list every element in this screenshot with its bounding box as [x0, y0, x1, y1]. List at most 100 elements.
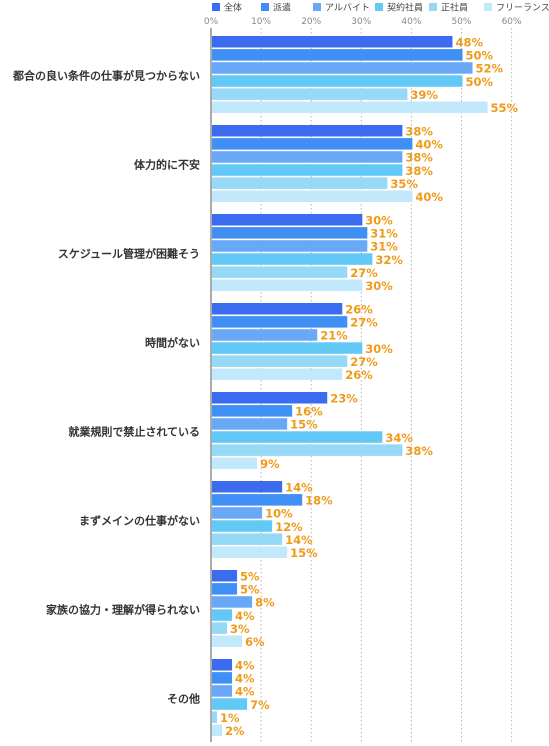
value-label-7-4: 1% [220, 711, 240, 725]
value-label-6-4: 3% [230, 622, 250, 636]
category-label-0: 都合の良い条件の仕事が見つからない [12, 68, 200, 82]
bar-3-3 [212, 342, 363, 354]
bar-4-4 [212, 444, 403, 456]
category-label-4: 就業規則で禁止されている [68, 424, 200, 438]
value-label-7-3: 7% [250, 698, 270, 712]
value-label-5-1: 18% [305, 494, 333, 508]
bar-2-1 [212, 227, 368, 239]
bar-1-4 [212, 177, 388, 189]
value-label-6-5: 6% [245, 635, 265, 649]
bar-3-1 [212, 316, 348, 328]
bar-6-3 [212, 609, 233, 621]
value-label-4-1: 16% [295, 405, 323, 419]
bar-5-1 [212, 494, 303, 506]
tick-label-5: 50% [451, 17, 471, 27]
bar-5-4 [212, 533, 283, 545]
legend-swatch-0 [212, 3, 220, 11]
bar-6-2 [212, 596, 253, 608]
legend-swatch-3 [375, 3, 383, 11]
tick-label-6: 60% [502, 17, 522, 27]
bar-0-2 [212, 62, 473, 74]
bar-1-2 [212, 151, 403, 163]
value-label-3-4: 27% [350, 355, 378, 369]
bar-0-5 [212, 101, 488, 113]
legend-label-2: アルバイト [325, 3, 370, 14]
value-label-2-3: 32% [375, 253, 403, 267]
bar-4-1 [212, 405, 293, 417]
legend-swatch-1 [261, 3, 269, 11]
legend-swatch-2 [313, 3, 321, 11]
bar-7-0 [212, 659, 233, 671]
category-label-1: 体力的に不安 [134, 157, 200, 171]
legend-label-4: 正社員 [441, 2, 468, 14]
value-label-6-2: 8% [255, 596, 275, 610]
value-label-4-2: 15% [290, 418, 318, 432]
bar-7-5 [212, 724, 223, 736]
value-label-5-2: 10% [265, 507, 293, 521]
bar-4-3 [212, 431, 383, 443]
bar-3-0 [212, 303, 343, 315]
legend-label-1: 派遣 [273, 2, 291, 14]
tick-label-4: 40% [401, 17, 421, 27]
bar-2-3 [212, 253, 373, 265]
value-label-6-3: 4% [235, 609, 255, 623]
bar-1-1 [212, 138, 413, 150]
bar-3-4 [212, 355, 348, 367]
bar-5-3 [212, 520, 273, 532]
value-label-3-5: 26% [345, 368, 373, 382]
tick-label-2: 20% [301, 17, 321, 27]
bar-2-2 [212, 240, 368, 252]
bar-7-1 [212, 672, 233, 684]
value-label-0-3: 50% [466, 75, 494, 89]
value-label-1-2: 38% [405, 151, 433, 165]
value-label-4-3: 34% [385, 431, 413, 445]
value-label-3-3: 30% [365, 342, 393, 356]
legend-label-0: 全体 [224, 2, 242, 14]
value-label-7-0: 4% [235, 659, 255, 673]
x-axis-ticks: 0% 10% 20% 30% 40% 50% 60% [204, 17, 522, 27]
legend-label-5: フリーランス [496, 3, 549, 14]
category-label-7: その他 [167, 691, 200, 705]
value-label-3-0: 26% [345, 303, 373, 317]
value-label-7-2: 4% [235, 685, 255, 699]
value-label-6-1: 5% [240, 583, 260, 597]
value-label-1-5: 40% [415, 190, 443, 204]
value-label-3-2: 21% [320, 329, 348, 343]
bar-7-3 [212, 698, 248, 710]
bar-2-5 [212, 279, 363, 291]
value-label-1-0: 38% [405, 125, 433, 139]
value-label-2-2: 31% [370, 240, 398, 254]
bar-6-0 [212, 570, 238, 582]
value-label-5-3: 12% [275, 520, 303, 534]
bar-6-1 [212, 583, 238, 595]
category-label-5: まずメインの仕事がない [79, 513, 200, 527]
category-label-3: 時間がない [145, 335, 200, 349]
bar-1-5 [212, 190, 413, 202]
bar-4-2 [212, 418, 288, 430]
bar-0-4 [212, 88, 408, 100]
bar-5-5 [212, 546, 288, 558]
tick-label-1: 10% [251, 17, 271, 27]
bar-1-0 [212, 125, 403, 137]
value-label-0-2: 52% [476, 62, 504, 76]
bar-4-5 [212, 457, 258, 469]
bars [212, 36, 488, 736]
bar-0-3 [212, 75, 463, 87]
value-label-2-1: 31% [370, 227, 398, 241]
bar-6-5 [212, 635, 243, 647]
value-label-4-0: 23% [330, 392, 358, 406]
bar-0-0 [212, 36, 453, 48]
bar-7-2 [212, 685, 233, 697]
value-label-5-0: 14% [285, 481, 313, 495]
tick-label-3: 30% [351, 17, 371, 27]
value-label-7-5: 2% [225, 724, 245, 738]
value-label-6-0: 5% [240, 570, 260, 584]
bar-1-3 [212, 164, 403, 176]
legend-swatch-4 [429, 3, 437, 11]
bar-4-0 [212, 392, 328, 404]
bar-0-1 [212, 49, 463, 61]
category-label-6: 家族の協力・理解が得られない [46, 602, 200, 616]
value-label-5-5: 15% [290, 546, 318, 560]
value-label-1-4: 35% [390, 177, 418, 191]
